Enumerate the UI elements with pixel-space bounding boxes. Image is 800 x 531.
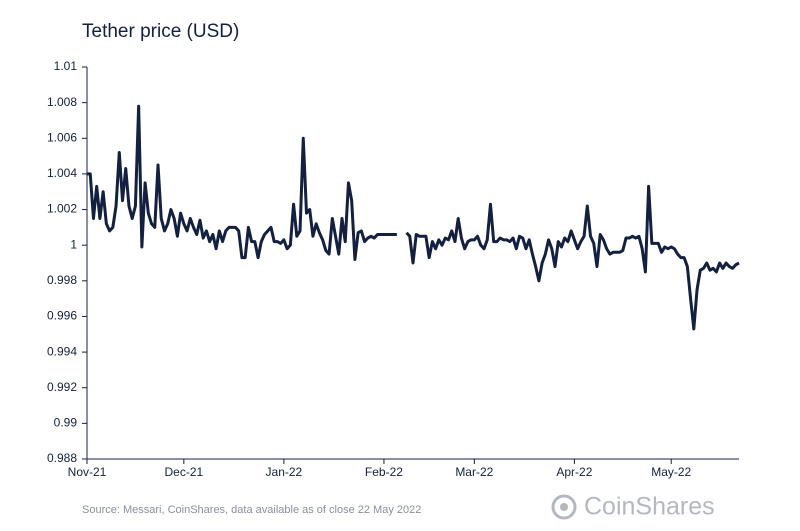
x-tick-label: Dec-21 [164, 465, 203, 479]
logo-icon [551, 494, 577, 520]
y-tick-label: 1.008 [47, 95, 77, 109]
x-tick-label: Nov-21 [68, 465, 107, 479]
x-tick-label: Mar-22 [455, 465, 493, 479]
source-note: Source: Messari, CoinShares, data availa… [82, 504, 421, 516]
y-tick-label: 0.994 [47, 344, 77, 358]
y-tick-label: 1.006 [47, 130, 77, 144]
x-tick-label: Apr-22 [556, 465, 592, 479]
y-tick-label: 0.996 [47, 309, 77, 323]
y-tick-label: 1.004 [47, 166, 77, 180]
x-tick-label: Feb-22 [365, 465, 403, 479]
y-tick-label: 0.988 [47, 451, 77, 465]
x-tick-label: Jan-22 [266, 465, 303, 479]
y-tick-label: 1 [70, 237, 77, 251]
price-line [87, 104, 740, 331]
x-tick-label: May-22 [651, 465, 691, 479]
y-tick-label: 0.992 [47, 380, 77, 394]
brand-name: CoinShares [584, 493, 715, 521]
y-tick-label: 1.01 [54, 59, 78, 73]
y-tick-label: 1.002 [47, 202, 77, 216]
y-tick-label: 0.998 [47, 273, 77, 287]
chart-title: Tether price (USD) [82, 21, 239, 42]
y-tick-label: 0.99 [54, 416, 78, 430]
brand-logo: CoinShares [551, 493, 715, 521]
logo-icon-dot [560, 503, 568, 511]
